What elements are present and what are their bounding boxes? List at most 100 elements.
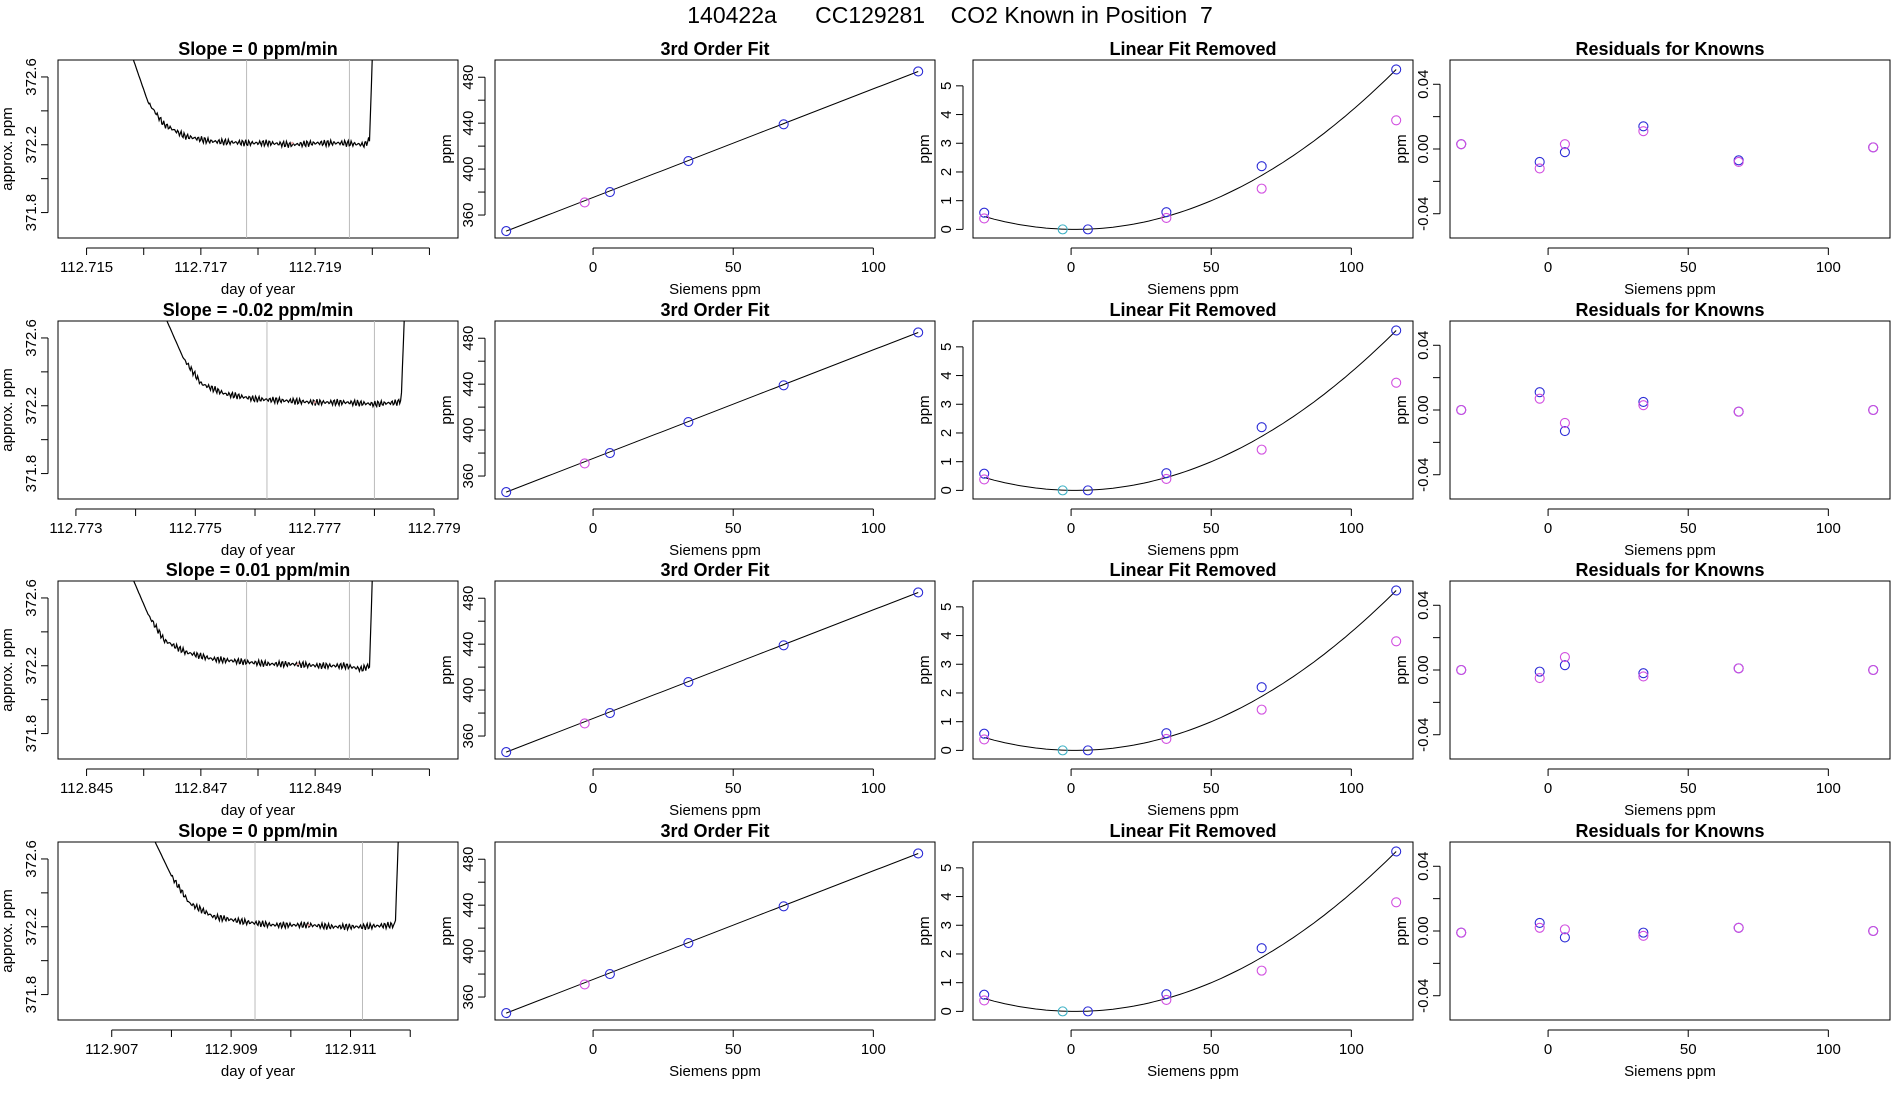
data-point-magenta (1733, 156, 1744, 167)
plot-area (1456, 387, 1879, 437)
data-point-blue (683, 938, 694, 949)
x-tick-label: 112.779 (408, 520, 461, 537)
y-tick-label: 0 (938, 1007, 955, 1015)
y-tick-label: 400 (460, 157, 477, 182)
y-tick-label: 0.00 (1415, 134, 1432, 163)
y-tick-label: 1 (938, 718, 955, 726)
x-axis-label: Siemens ppm (1147, 542, 1239, 559)
data-point-blue (979, 207, 990, 218)
data-point-blue (1391, 846, 1402, 857)
x-tick-label: 0 (1067, 520, 1075, 537)
data-point-cyan (1057, 485, 1068, 496)
data-point-blue (1256, 161, 1267, 172)
y-tick-label: 1 (938, 979, 955, 987)
plot-frame (57, 59, 459, 239)
plot-frame (1449, 580, 1891, 760)
plot-frame (972, 841, 1414, 1021)
y-axis-label: approx. ppm (0, 368, 16, 451)
y-tick-label: 400 (460, 418, 477, 443)
panel-r0c2: Linear Fit Removed 0 50 100 Siemens ppm 0 1 2 3 4… (916, 39, 1414, 298)
y-tick-label: 360 (460, 464, 477, 489)
ppm-trace (133, 581, 373, 674)
y-tick-label: 371.8 (23, 194, 40, 232)
y-tick-label: 5 (938, 343, 955, 351)
chart-title: Linear Fit Removed (1109, 300, 1276, 320)
plot-area (979, 846, 1402, 1017)
x-tick-label: 112.849 (289, 780, 342, 797)
plot-frame (57, 841, 459, 1021)
data-point-magenta (1456, 139, 1467, 150)
x-axis-label: Siemens ppm (669, 542, 761, 559)
data-point-blue (778, 119, 789, 130)
data-point-blue (1391, 325, 1402, 336)
data-point-blue (1082, 485, 1093, 496)
data-point-magenta (1391, 115, 1402, 126)
plot-frame (1449, 59, 1891, 239)
y-tick-label: 372.2 (23, 647, 40, 685)
y-tick-label: 440 (460, 893, 477, 918)
y-tick-label: 3 (938, 139, 955, 147)
chart-title: Residuals for Knowns (1575, 560, 1764, 580)
data-point-blue (501, 747, 512, 758)
x-tick-label: 112.847 (174, 780, 227, 797)
mean-marker (296, 662, 300, 666)
data-point-magenta (1559, 139, 1570, 150)
fit-curve (506, 592, 919, 753)
plot-area (154, 842, 399, 1020)
data-point-magenta (1638, 126, 1649, 137)
data-point-blue (1391, 64, 1402, 75)
data-point-magenta (1391, 636, 1402, 647)
x-tick-label: 112.911 (325, 1041, 377, 1058)
chart-title: Slope = 0 ppm/min (178, 821, 338, 841)
y-tick-label: 4 (938, 892, 955, 900)
data-point-magenta (1256, 965, 1267, 976)
data-point-cyan (1057, 745, 1068, 756)
y-tick-label: 372.2 (23, 908, 40, 946)
data-point-magenta (1638, 400, 1649, 411)
y-tick-label: 2 (938, 429, 955, 437)
chart-title: Linear Fit Removed (1109, 560, 1276, 580)
data-point-magenta (1161, 473, 1172, 484)
data-point-magenta (1868, 404, 1879, 416)
page-title: 140422a CC129281 CO2 Known in Position 7 (687, 2, 1213, 28)
data-point-magenta (1534, 163, 1545, 174)
y-tick-label: 360 (460, 724, 477, 749)
y-tick-label: 0.04 (1415, 70, 1432, 99)
x-tick-label: 100 (861, 259, 886, 276)
data-point-cyan (1057, 224, 1068, 235)
fit-curve (984, 851, 1397, 1012)
data-point-magenta (979, 734, 990, 745)
plot-area (166, 321, 405, 499)
panel-r0c3: Residuals for Knowns 0 50 100 Siemens ppm -0.… (1393, 39, 1891, 298)
x-tick-label: 100 (1339, 1041, 1364, 1058)
data-point-magenta (1456, 664, 1467, 676)
data-point-magenta (1161, 733, 1172, 744)
y-tick-label: 5 (938, 603, 955, 611)
x-tick-label: 112.719 (289, 259, 342, 276)
data-point-magenta (1256, 183, 1267, 194)
data-point-magenta (979, 474, 990, 485)
y-tick-label: 3 (938, 400, 955, 408)
data-point-blue (1256, 943, 1267, 954)
y-axis-label: approx. ppm (0, 107, 16, 190)
plot-area (501, 587, 924, 758)
panel-r2c2: Linear Fit Removed 0 50 100 Siemens ppm 0 1 2 3 4… (916, 560, 1414, 819)
y-tick-label: 2 (938, 950, 955, 958)
x-tick-label: 112.775 (169, 520, 222, 537)
plot-frame (494, 59, 936, 239)
data-point-blue (683, 417, 694, 428)
mean-marker (313, 401, 316, 404)
x-tick-label: 100 (1339, 780, 1364, 797)
y-axis-label: ppm (916, 655, 933, 684)
data-point-blue (979, 728, 990, 739)
panel-r2c1: 3rd Order Fit 0 50 100 Siemens ppm 360 400 440 4… (438, 560, 936, 819)
plot-area (1456, 917, 1879, 943)
data-point-blue (501, 1008, 512, 1019)
panel-r3c2: Linear Fit Removed 0 50 100 Siemens ppm 0 1 2 3 4… (916, 821, 1414, 1080)
data-point-cyan (1057, 1006, 1068, 1017)
y-axis-label: ppm (1393, 395, 1410, 424)
plot-area (133, 581, 373, 759)
ppm-trace (166, 321, 405, 409)
data-point-blue (1082, 224, 1093, 235)
